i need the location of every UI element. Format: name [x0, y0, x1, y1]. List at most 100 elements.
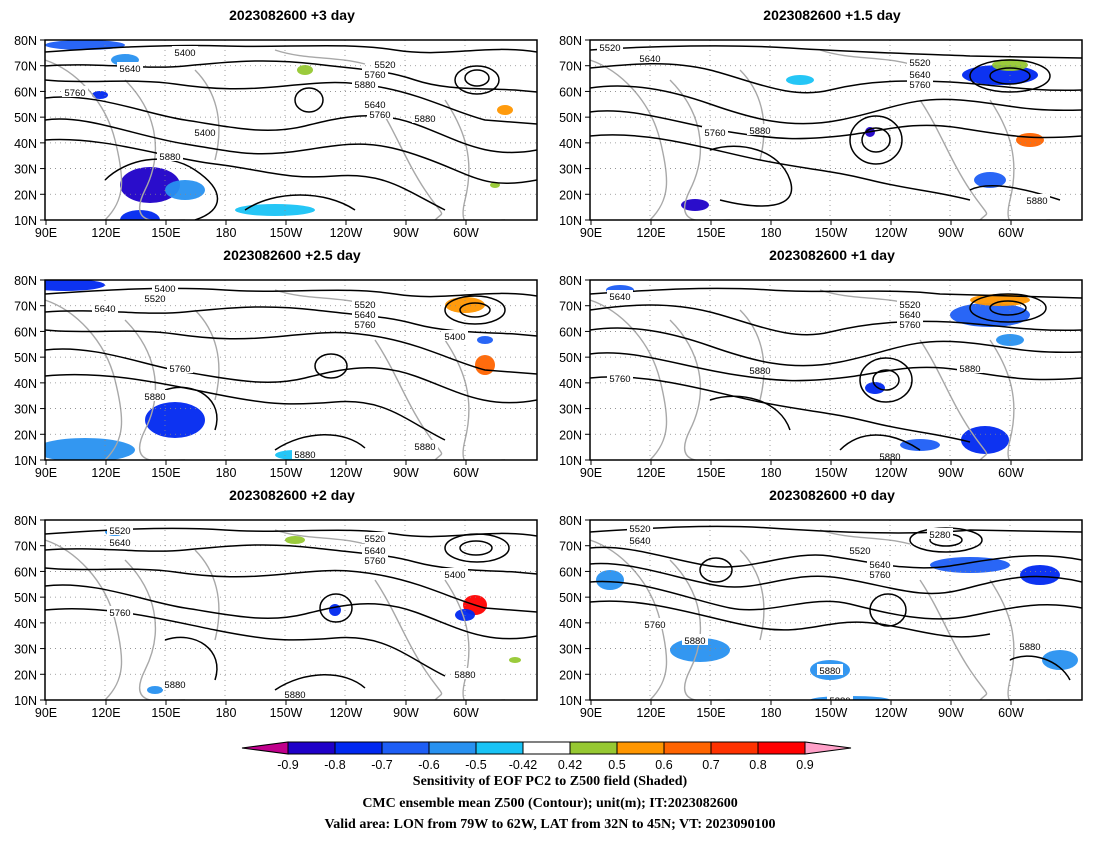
- y-tick-label: 80N: [559, 34, 582, 48]
- z500-contour: [45, 44, 537, 54]
- z500-contour: [444, 295, 506, 325]
- sensitivity-shading: [285, 536, 305, 544]
- y-tick-label: 50N: [559, 591, 582, 605]
- contour-label: 5640: [364, 100, 385, 111]
- y-tick-label: 70N: [559, 540, 582, 554]
- colorbar: -0.9 -0.8 -0.7 -0.6 -0.5 -0.42 0.42 0.5 0.6 0.7 0.…: [241, 741, 852, 772]
- z500-contour: [590, 352, 1082, 382]
- coastline: [989, 579, 1050, 700]
- contour-label-bg: [362, 554, 388, 565]
- colorbar-arrow-right: [804, 741, 852, 755]
- plot-area: 5400552056405760588057605640540058805760…: [14, 34, 538, 240]
- z500-contour: [45, 567, 537, 613]
- x-tick-label: 120W: [330, 226, 363, 240]
- contour-label-bg: [352, 308, 378, 319]
- colorbar-segment: [334, 741, 383, 755]
- z500-contour: [294, 87, 324, 113]
- contour-label-bg: [352, 298, 378, 309]
- contour-label: 5640: [119, 64, 140, 75]
- contour-label: 5880: [414, 442, 435, 453]
- y-tick-label: 10N: [559, 214, 582, 228]
- contour-label: 5520: [629, 524, 650, 535]
- z500-contour: [590, 287, 1082, 299]
- z500-contour: [709, 145, 793, 207]
- sensitivity-shading: [596, 570, 624, 590]
- coastline: [919, 99, 988, 220]
- contour-label-bg: [172, 46, 198, 57]
- y-tick-label: 10N: [14, 214, 37, 228]
- z500-contour: [909, 527, 983, 553]
- z500-contour: [164, 636, 218, 681]
- contour-label: 5880: [414, 114, 435, 125]
- contour-label: 5760: [869, 570, 890, 581]
- contour-label: 5280: [929, 530, 950, 541]
- contour-label: 5640: [109, 538, 130, 549]
- z500-contour: [459, 302, 491, 318]
- contour-label-bg: [292, 448, 318, 459]
- plot-layers: 5400552056405760588057605640540058805760…: [45, 40, 537, 220]
- coastline: [669, 79, 730, 220]
- y-tick-label: 70N: [14, 300, 37, 314]
- z500-contour: [45, 79, 537, 125]
- colorbar-tick-label: -0.8: [324, 758, 346, 772]
- contour-label-bg: [107, 536, 133, 547]
- sensitivity-shading: [297, 65, 313, 75]
- y-tick-label: 70N: [14, 540, 37, 554]
- x-tick-label: 180: [761, 466, 782, 480]
- contour-label: 5520: [374, 60, 395, 71]
- contour-label: 5880: [1026, 196, 1047, 207]
- coastline: [819, 49, 911, 65]
- contour-label-bg: [142, 390, 168, 401]
- contour-label-bg: [827, 694, 853, 700]
- sensitivity-shading: [961, 426, 1009, 454]
- x-tick-label: 90E: [580, 706, 602, 720]
- z500-contour: [872, 369, 900, 391]
- contour-label-bg: [1024, 194, 1050, 205]
- y-tick-label: 70N: [559, 300, 582, 314]
- contour-label: 5640: [869, 560, 890, 571]
- contour-label: 5880: [959, 364, 980, 375]
- contour-label: 5880: [144, 392, 165, 403]
- x-tick-label: 120W: [330, 466, 363, 480]
- panel-title: 2023082600 +0 day: [769, 487, 895, 503]
- x-tick-label: 120W: [875, 466, 908, 480]
- z500-contour: [590, 304, 1082, 336]
- y-tick-label: 60N: [14, 565, 37, 579]
- y-tick-label: 70N: [14, 60, 37, 74]
- panel-title: 2023082600 +3 day: [229, 7, 355, 23]
- x-tick-label: 150W: [270, 466, 303, 480]
- colorbar-segment: [522, 741, 571, 755]
- z500-contour: [699, 557, 733, 583]
- contour-label: 5400: [154, 284, 175, 295]
- contour-label: 5760: [369, 110, 390, 121]
- colorbar-tick-label: 0.5: [608, 758, 625, 772]
- x-tick-label: 150W: [270, 226, 303, 240]
- y-tick-label: 30N: [14, 163, 37, 177]
- sensitivity-shading: [147, 686, 163, 694]
- contour-label-bg: [607, 290, 633, 301]
- z500-contour: [454, 65, 500, 95]
- y-tick-label: 10N: [559, 694, 582, 708]
- y-tick-label: 30N: [559, 643, 582, 657]
- x-tick-label: 150W: [815, 226, 848, 240]
- contour-label-bg: [157, 150, 183, 161]
- coastline: [989, 339, 1050, 460]
- contour-label: 5760: [364, 70, 385, 81]
- contour-label: 5760: [899, 320, 920, 331]
- coastline: [819, 529, 911, 545]
- colorbar-segment: [475, 741, 524, 755]
- contour-label-bg: [282, 688, 308, 699]
- z500-contour: [590, 45, 1082, 59]
- z500-contour: [590, 525, 1082, 534]
- contour-label: 5880: [159, 152, 180, 163]
- colorbar-tick-label: 0.7: [702, 758, 719, 772]
- y-tick-label: 10N: [14, 694, 37, 708]
- y-tick-label: 10N: [14, 454, 37, 468]
- y-tick-label: 60N: [559, 565, 582, 579]
- caption-line-1: Sensitivity of EOF PC2 to Z500 field (Sh…: [412, 774, 688, 789]
- x-tick-label: 60W: [998, 466, 1024, 480]
- z500-contour: [319, 593, 353, 623]
